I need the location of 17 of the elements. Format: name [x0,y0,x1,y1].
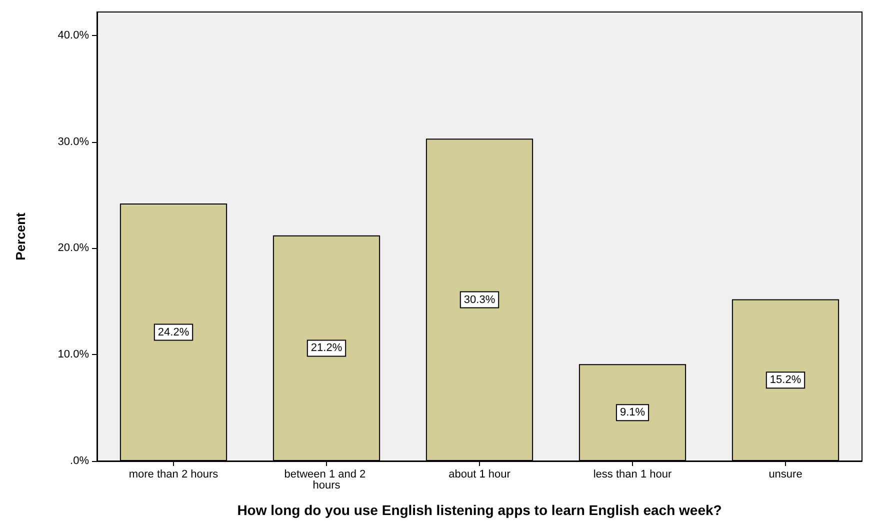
y-tick-label: 40.0% [58,29,90,42]
x-tick-label: unsure [768,468,802,480]
y-tick-label: 10.0% [58,348,90,361]
x-tick-label: about 1 hour [448,468,511,480]
data-label: 9.1% [620,406,646,419]
y-axis-title: Percent [13,212,28,260]
data-label: 15.2% [770,374,802,386]
y-tick-label: 30.0% [58,136,90,148]
data-label: 21.2% [310,342,342,354]
y-tick-label: .0% [70,455,90,467]
data-label: 30.3% [464,294,496,306]
x-axis-title: How long do you use English listening apps to learn English each week? [237,502,722,518]
x-tick-label: between 1 and 2 hours [284,468,369,492]
data-label: 24.2% [158,326,190,338]
x-tick-label: more than 2 hours [128,468,219,480]
x-tick-label: less than 1 hour [593,468,672,480]
y-tick-label: 20.0% [58,242,90,254]
